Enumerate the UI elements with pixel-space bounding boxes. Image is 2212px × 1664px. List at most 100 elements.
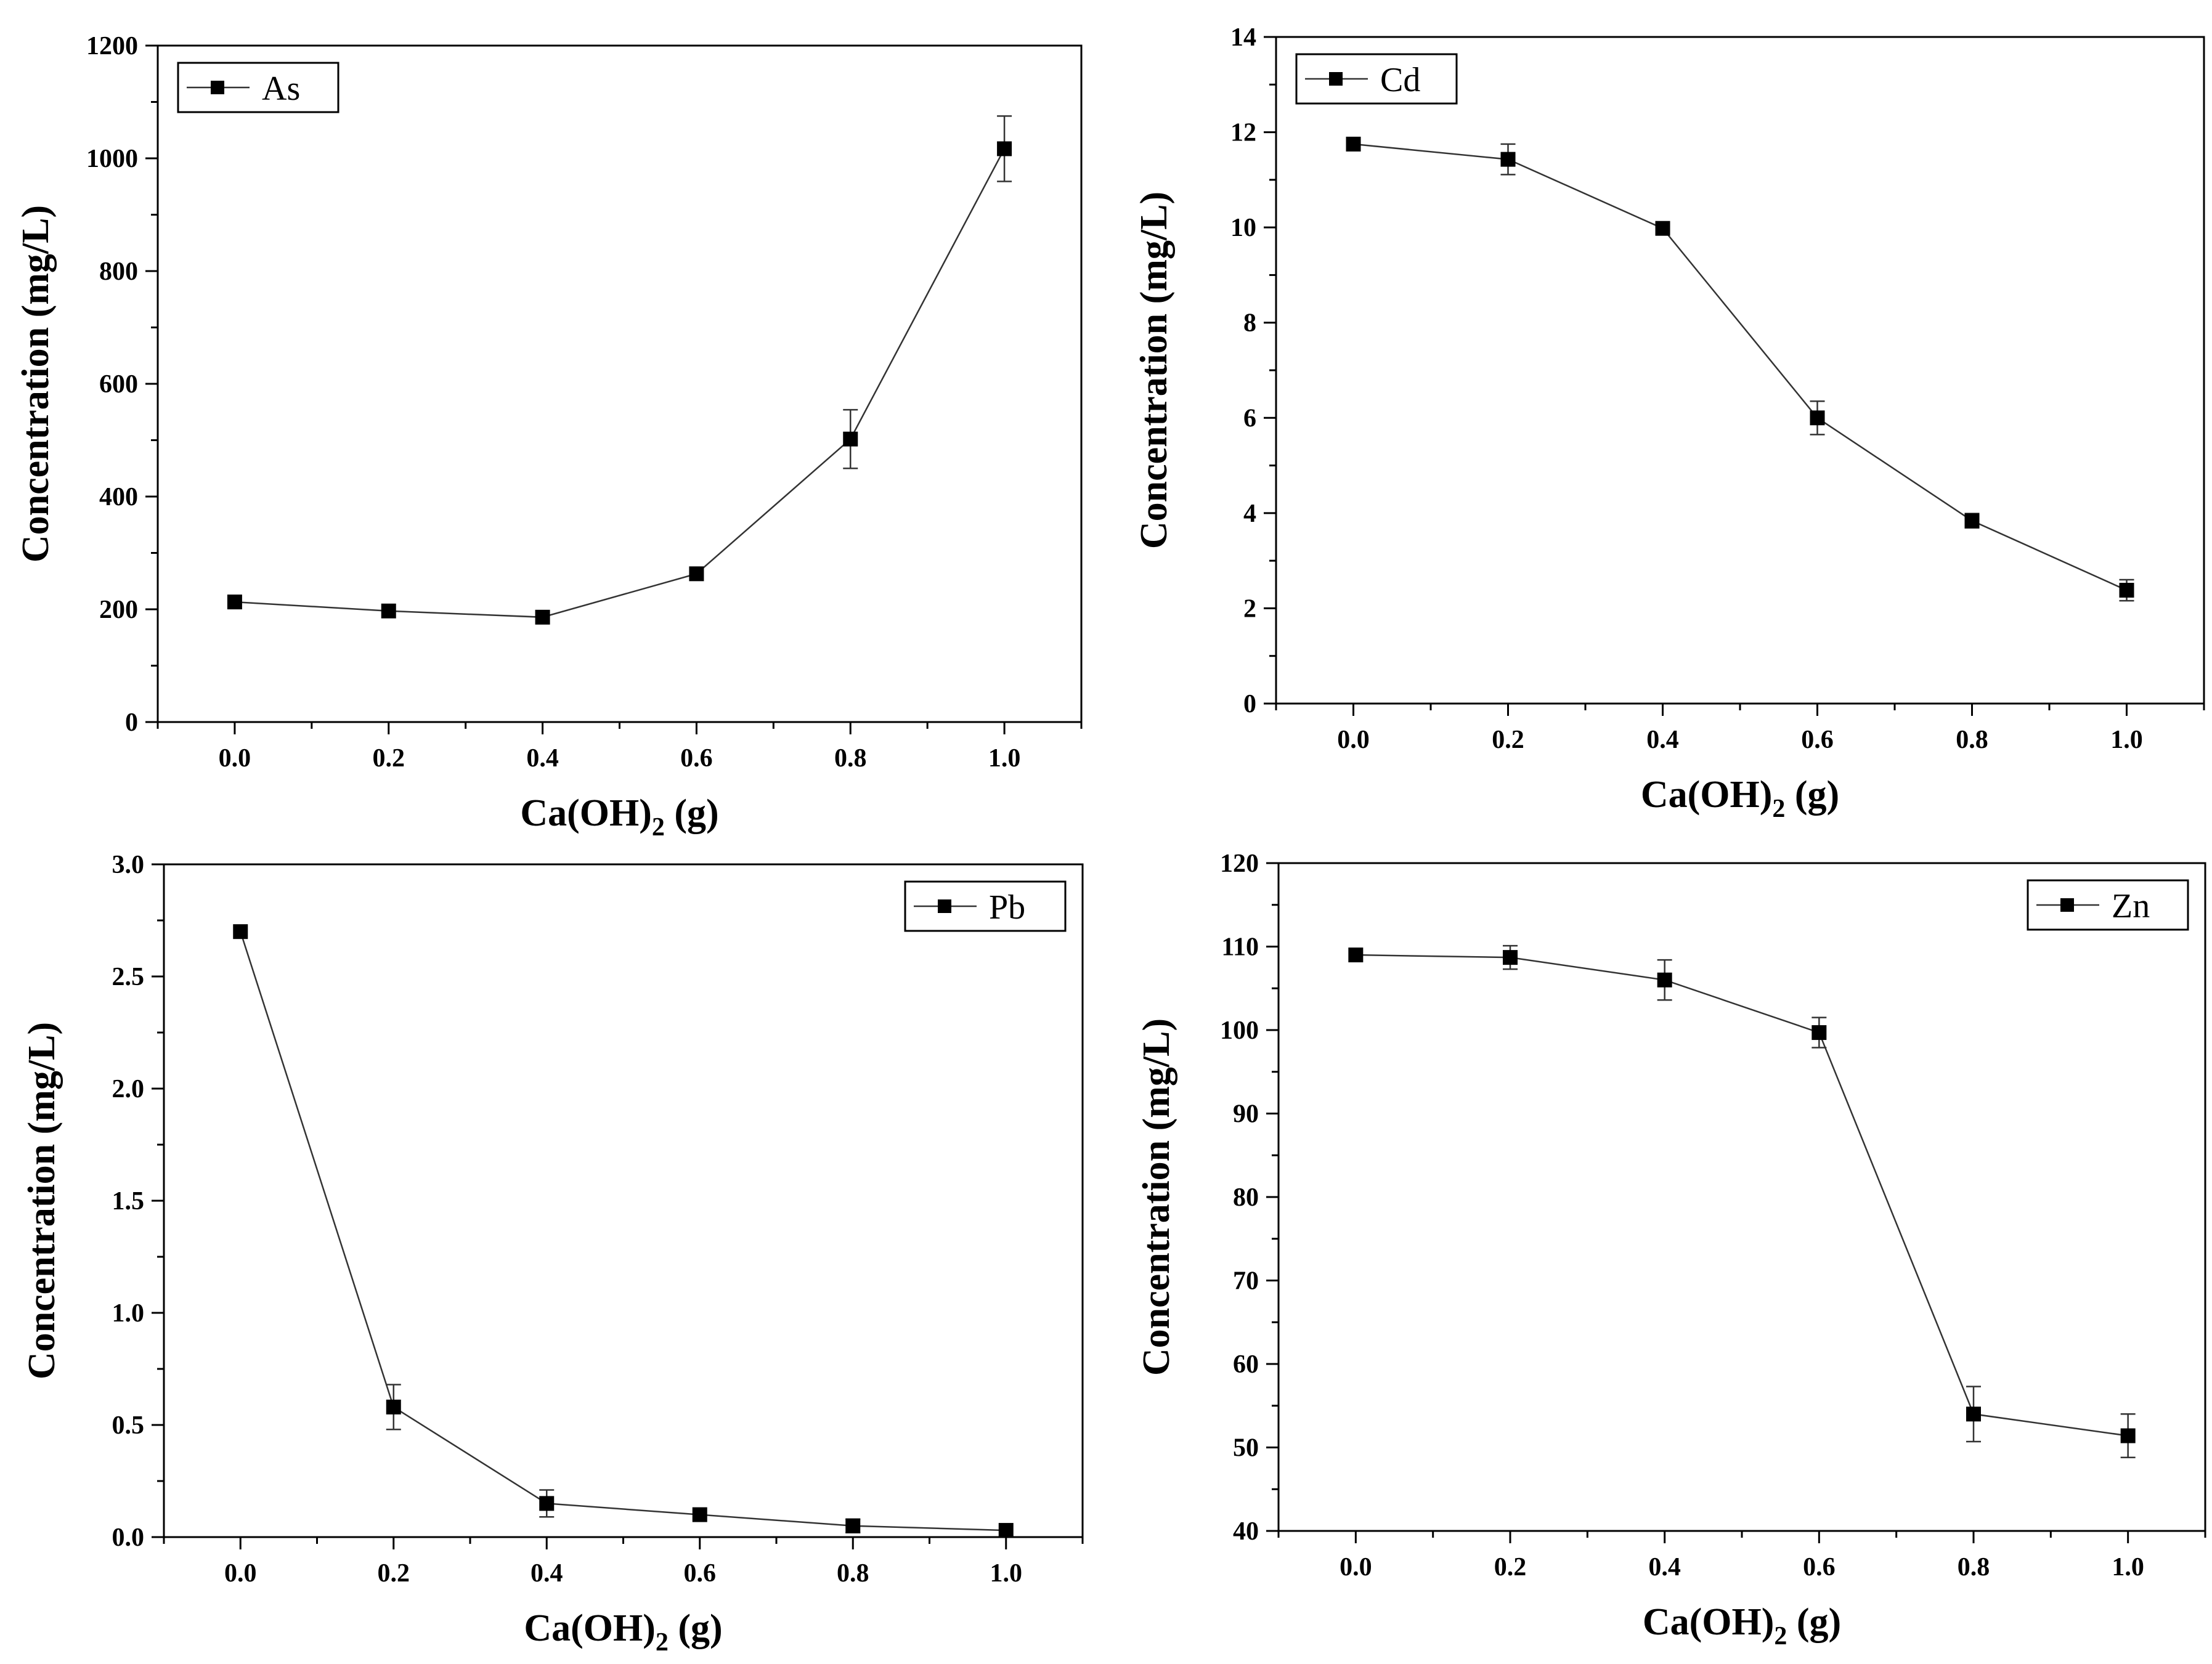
y-tick-label: 2.5 xyxy=(112,963,145,991)
y-tick-label: 8 xyxy=(1243,309,1256,338)
y-axis-title: Concentration (mg/L) xyxy=(21,1022,63,1379)
series-line xyxy=(1353,143,2128,591)
x-axis-title-unit: (g) xyxy=(1785,774,1839,816)
y-tick-label: 14 xyxy=(1230,23,1256,52)
y-tick-label: 1200 xyxy=(86,32,138,60)
y-tick-label: 3.0 xyxy=(112,851,145,879)
x-tick-label: 0.0 xyxy=(224,1559,257,1588)
y-tick-label: 1.0 xyxy=(112,1299,145,1328)
x-tick-label: 1.0 xyxy=(2110,726,2143,754)
data-point xyxy=(845,1518,861,1533)
data-point xyxy=(381,603,396,619)
x-axis-title-main: Ca(OH) xyxy=(520,792,652,834)
x-axis-title: Ca(OH)2 (g) xyxy=(1641,774,1839,823)
legend-marker xyxy=(1329,72,1343,86)
x-axis-title-main: Ca(OH) xyxy=(524,1607,656,1649)
data-point xyxy=(1964,513,1980,529)
data-point xyxy=(1966,1406,1981,1422)
y-tick-label: 0.0 xyxy=(112,1524,145,1552)
y-tick-label: 100 xyxy=(1220,1017,1259,1045)
data-point xyxy=(227,595,242,610)
chart-panel-pb: 0.0 0.2 0.4 0.6 0.8 1.0 0.0 0.5 1.0 1.5 2.0 2.5 3.0 C… xyxy=(21,851,1084,1657)
y-tick-label: 400 xyxy=(99,483,138,511)
y-tick-label: 0 xyxy=(1243,690,1256,718)
plot-frame xyxy=(157,44,1083,723)
x-axis-title-subscript: 2 xyxy=(1774,1622,1787,1650)
data-point xyxy=(997,141,1012,156)
legend-label: Pb xyxy=(989,888,1025,927)
y-tick-label: 90 xyxy=(1233,1100,1259,1129)
y-tick-label: 1.5 xyxy=(112,1187,145,1216)
x-axis-title-unit: (g) xyxy=(1787,1601,1841,1643)
x-axis-title-main: Ca(OH) xyxy=(1643,1601,1775,1643)
x-tick-label: 0.2 xyxy=(1492,726,1524,754)
y-tick-label: 80 xyxy=(1233,1183,1259,1212)
data-point xyxy=(1348,948,1364,963)
x-tick-label: 0.6 xyxy=(684,1559,717,1588)
x-tick-label: 0.4 xyxy=(1646,726,1679,754)
plot-frame xyxy=(1277,862,2206,1532)
data-point xyxy=(1503,950,1518,965)
data-point xyxy=(843,431,858,447)
plot-frame xyxy=(1275,36,2205,705)
y-tick-label: 600 xyxy=(99,370,138,399)
x-tick-label: 0.8 xyxy=(1956,726,1988,754)
data-point xyxy=(1346,136,1361,152)
data-point xyxy=(1500,152,1516,167)
x-tick-label: 0.6 xyxy=(680,744,713,773)
legend-label: As xyxy=(262,70,300,108)
legend-label: Cd xyxy=(1380,61,1420,99)
data-point xyxy=(2120,1428,2136,1443)
x-tick-label: 0.6 xyxy=(1803,1553,1836,1581)
x-tick-label: 0.2 xyxy=(373,744,405,773)
x-tick-label: 1.0 xyxy=(2112,1553,2144,1581)
data-point xyxy=(1811,1025,1827,1041)
x-tick-label: 0.4 xyxy=(1648,1553,1681,1581)
x-axis-title-subscript: 2 xyxy=(1772,795,1785,823)
chart-panel-as: 0.0 0.2 0.4 0.6 0.8 1.0 0 200 400 600 800 1000 1200 C… xyxy=(15,32,1083,842)
x-tick-label: 0.6 xyxy=(1801,726,1834,754)
legend-marker xyxy=(2060,898,2074,912)
y-axis-title: Concentration (mg/L) xyxy=(1133,192,1175,549)
y-tick-label: 40 xyxy=(1233,1517,1259,1546)
x-tick-label: 0.0 xyxy=(1340,1553,1372,1581)
legend-marker xyxy=(938,899,951,913)
x-axis-title: Ca(OH)2 (g) xyxy=(520,792,718,842)
y-tick-label: 200 xyxy=(99,596,138,624)
y-tick-label: 1000 xyxy=(86,145,138,173)
x-axis-title: Ca(OH)2 (g) xyxy=(1643,1601,1841,1650)
series-line xyxy=(240,931,1006,1532)
y-axis-title: Concentration (mg/L) xyxy=(15,205,57,562)
data-point xyxy=(689,566,704,582)
y-tick-label: 0 xyxy=(125,708,138,737)
y-tick-label: 120 xyxy=(1220,850,1259,878)
y-tick-label: 110 xyxy=(1221,933,1259,962)
x-axis-title: Ca(OH)2 (g) xyxy=(524,1607,722,1657)
x-tick-label: 0.8 xyxy=(1958,1553,1990,1581)
y-tick-label: 2 xyxy=(1243,595,1256,623)
x-tick-label: 0.4 xyxy=(531,1559,563,1588)
x-tick-label: 0.0 xyxy=(219,744,251,773)
legend-label: Zn xyxy=(2112,887,2150,925)
data-point xyxy=(535,609,550,625)
data-point xyxy=(2119,583,2134,598)
y-tick-label: 2.0 xyxy=(112,1075,145,1103)
y-tick-label: 4 xyxy=(1243,500,1256,528)
plot-frame xyxy=(163,863,1084,1538)
x-axis-title-subscript: 2 xyxy=(656,1628,669,1657)
x-axis-title-main: Ca(OH) xyxy=(1641,774,1773,816)
data-point xyxy=(539,1496,555,1511)
x-tick-label: 1.0 xyxy=(988,744,1021,773)
x-tick-label: 0.4 xyxy=(526,744,559,773)
y-tick-label: 0.5 xyxy=(112,1411,145,1440)
x-tick-label: 0.2 xyxy=(1494,1553,1527,1581)
y-tick-label: 12 xyxy=(1230,119,1256,147)
series-line xyxy=(1356,954,2128,1437)
x-tick-label: 0.8 xyxy=(837,1559,869,1588)
data-point xyxy=(386,1399,401,1414)
y-tick-label: 6 xyxy=(1243,404,1256,432)
x-tick-label: 0.0 xyxy=(1337,726,1370,754)
data-point xyxy=(1657,972,1672,988)
